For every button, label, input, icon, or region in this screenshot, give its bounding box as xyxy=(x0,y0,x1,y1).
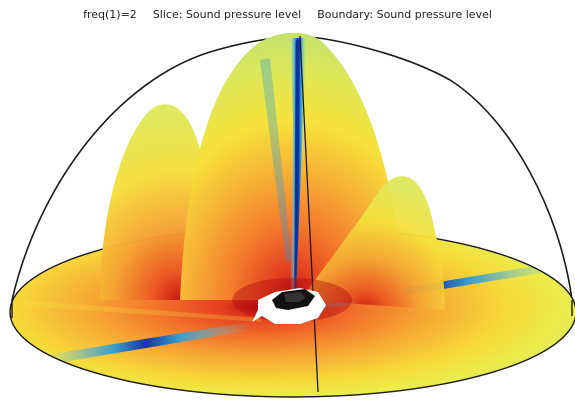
vertical-slice-arch xyxy=(180,32,405,300)
freq-label: freq(1)=2 xyxy=(83,7,137,21)
disk-nodal-ray-left xyxy=(40,322,252,366)
slice-label: Slice: Sound pressure level xyxy=(152,7,302,21)
plot-title-bar: freq(1)=2 Slice: Sound pressure level Bo… xyxy=(0,0,575,28)
slice-edge-line xyxy=(299,35,319,393)
boundary-label: Boundary: Sound pressure level xyxy=(317,7,492,21)
vertical-slice-right xyxy=(300,176,445,310)
black-object-icon xyxy=(252,288,326,324)
